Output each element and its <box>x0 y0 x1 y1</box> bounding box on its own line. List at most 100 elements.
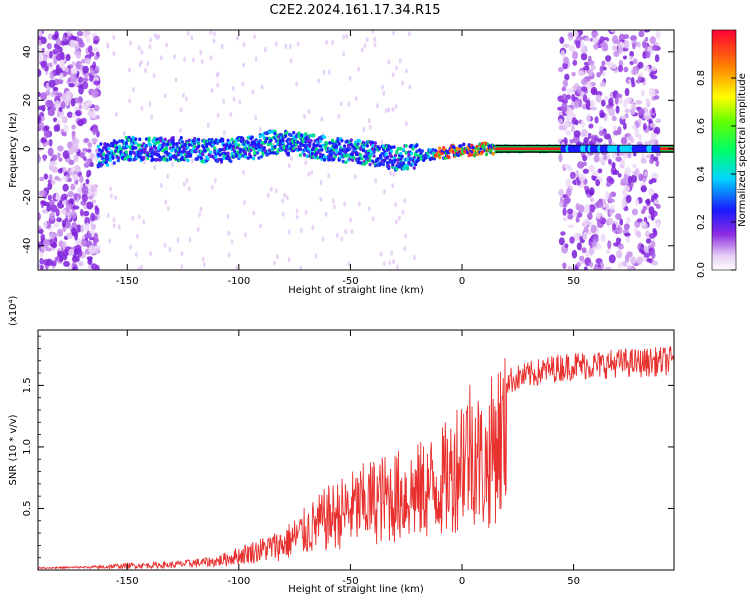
noise-blob <box>39 251 44 258</box>
noise-speck <box>365 37 369 43</box>
noise-blob <box>645 51 651 59</box>
noise-blob <box>612 125 617 132</box>
signal-blob <box>345 139 349 144</box>
noise-blob <box>79 175 84 183</box>
signal-blob <box>144 143 149 148</box>
signal-blob <box>270 130 274 134</box>
noise-blob <box>78 261 84 267</box>
signal-blob <box>387 164 391 168</box>
noise-speck <box>206 122 210 128</box>
signal-blob <box>123 157 127 161</box>
signal-blob <box>339 155 343 160</box>
noise-speck <box>266 192 270 198</box>
noise-speck <box>114 195 118 201</box>
signal-blob <box>476 146 481 151</box>
signal-blob <box>164 146 169 151</box>
x-tick-label: -50 <box>342 576 358 587</box>
noise-blob <box>76 30 84 37</box>
signal-blob <box>265 136 269 141</box>
signal-blob <box>178 149 182 154</box>
noise-speck <box>354 96 358 102</box>
noise-speck <box>227 252 231 258</box>
noise-speck <box>374 178 377 184</box>
noise-blob <box>567 208 574 215</box>
noise-speck <box>150 114 154 120</box>
noise-speck <box>373 37 377 43</box>
noise-blob <box>45 99 52 108</box>
noise-speck <box>186 30 190 36</box>
noise-blob <box>39 190 47 197</box>
signal-blob <box>385 155 390 160</box>
noise-blob <box>582 231 588 241</box>
noise-blob <box>625 216 631 224</box>
signal-blob <box>332 151 336 155</box>
noise-speck <box>363 43 367 49</box>
signal-blob <box>168 153 173 157</box>
noise-blob <box>42 154 47 162</box>
noise-blob <box>81 193 88 203</box>
noise-blob <box>592 171 599 177</box>
noise-speck <box>324 211 328 217</box>
spectrogram-panel: -150 -100 -50 0 50 -40 -20 0 20 40 Height of str… <box>8 29 675 296</box>
noise-speck <box>376 103 379 109</box>
signal-blob <box>264 140 268 144</box>
noise-blob <box>653 126 661 135</box>
noise-blob <box>66 111 73 118</box>
signal-blob <box>148 143 153 147</box>
noise-blob <box>595 179 600 187</box>
noise-blob <box>596 138 603 143</box>
signal-blob <box>102 152 106 157</box>
noise-speck <box>122 130 126 136</box>
signal-blob <box>396 146 400 151</box>
noise-blob <box>615 156 622 162</box>
noise-speck <box>138 45 141 51</box>
noise-speck <box>164 199 168 205</box>
spectrogram-frame <box>37 29 675 271</box>
noise-blob <box>39 176 45 182</box>
signal-blob <box>251 146 256 151</box>
noise-blob <box>61 131 67 137</box>
noise-speck <box>371 30 375 34</box>
noise-blob <box>558 237 565 246</box>
noise-blob <box>93 238 98 245</box>
signal-blob <box>447 155 451 159</box>
signal-blob <box>103 143 107 148</box>
noise-blob <box>604 266 612 270</box>
signal-blob <box>171 136 175 140</box>
noise-blob <box>43 173 49 180</box>
noise-blob <box>86 173 91 178</box>
noise-blob <box>62 175 68 181</box>
signal-blob <box>159 136 163 140</box>
signal-blob <box>218 148 222 152</box>
noise-blob <box>599 65 604 75</box>
noise-speck <box>382 261 386 267</box>
noise-blob <box>58 157 63 162</box>
noise-blob <box>623 66 629 73</box>
noise-blob <box>652 228 657 234</box>
signal-blob <box>426 151 430 156</box>
noise-blob <box>565 94 571 100</box>
noise-blob <box>41 104 46 112</box>
noise-blob <box>71 173 79 181</box>
noise-blob <box>588 204 596 213</box>
noise-speck <box>310 170 314 176</box>
noise-blob <box>82 77 89 82</box>
signal-blob <box>368 158 372 163</box>
noise-speck <box>211 184 214 190</box>
noise-blob <box>57 250 64 257</box>
noise-blob <box>48 199 55 206</box>
noise-blob <box>605 181 612 187</box>
noise-blob <box>45 247 52 252</box>
signal-blob <box>246 140 250 145</box>
noise-speck <box>353 174 357 180</box>
noise-blob <box>71 113 77 119</box>
noise-blob <box>94 245 100 254</box>
noise-blob <box>655 160 660 167</box>
signal-blob <box>96 144 100 149</box>
signal-blob <box>458 147 462 151</box>
noise-blob <box>93 104 100 112</box>
signal-blob <box>322 158 327 162</box>
noise-speck <box>180 264 184 270</box>
noise-blob <box>85 178 90 185</box>
noise-blob <box>651 251 656 259</box>
